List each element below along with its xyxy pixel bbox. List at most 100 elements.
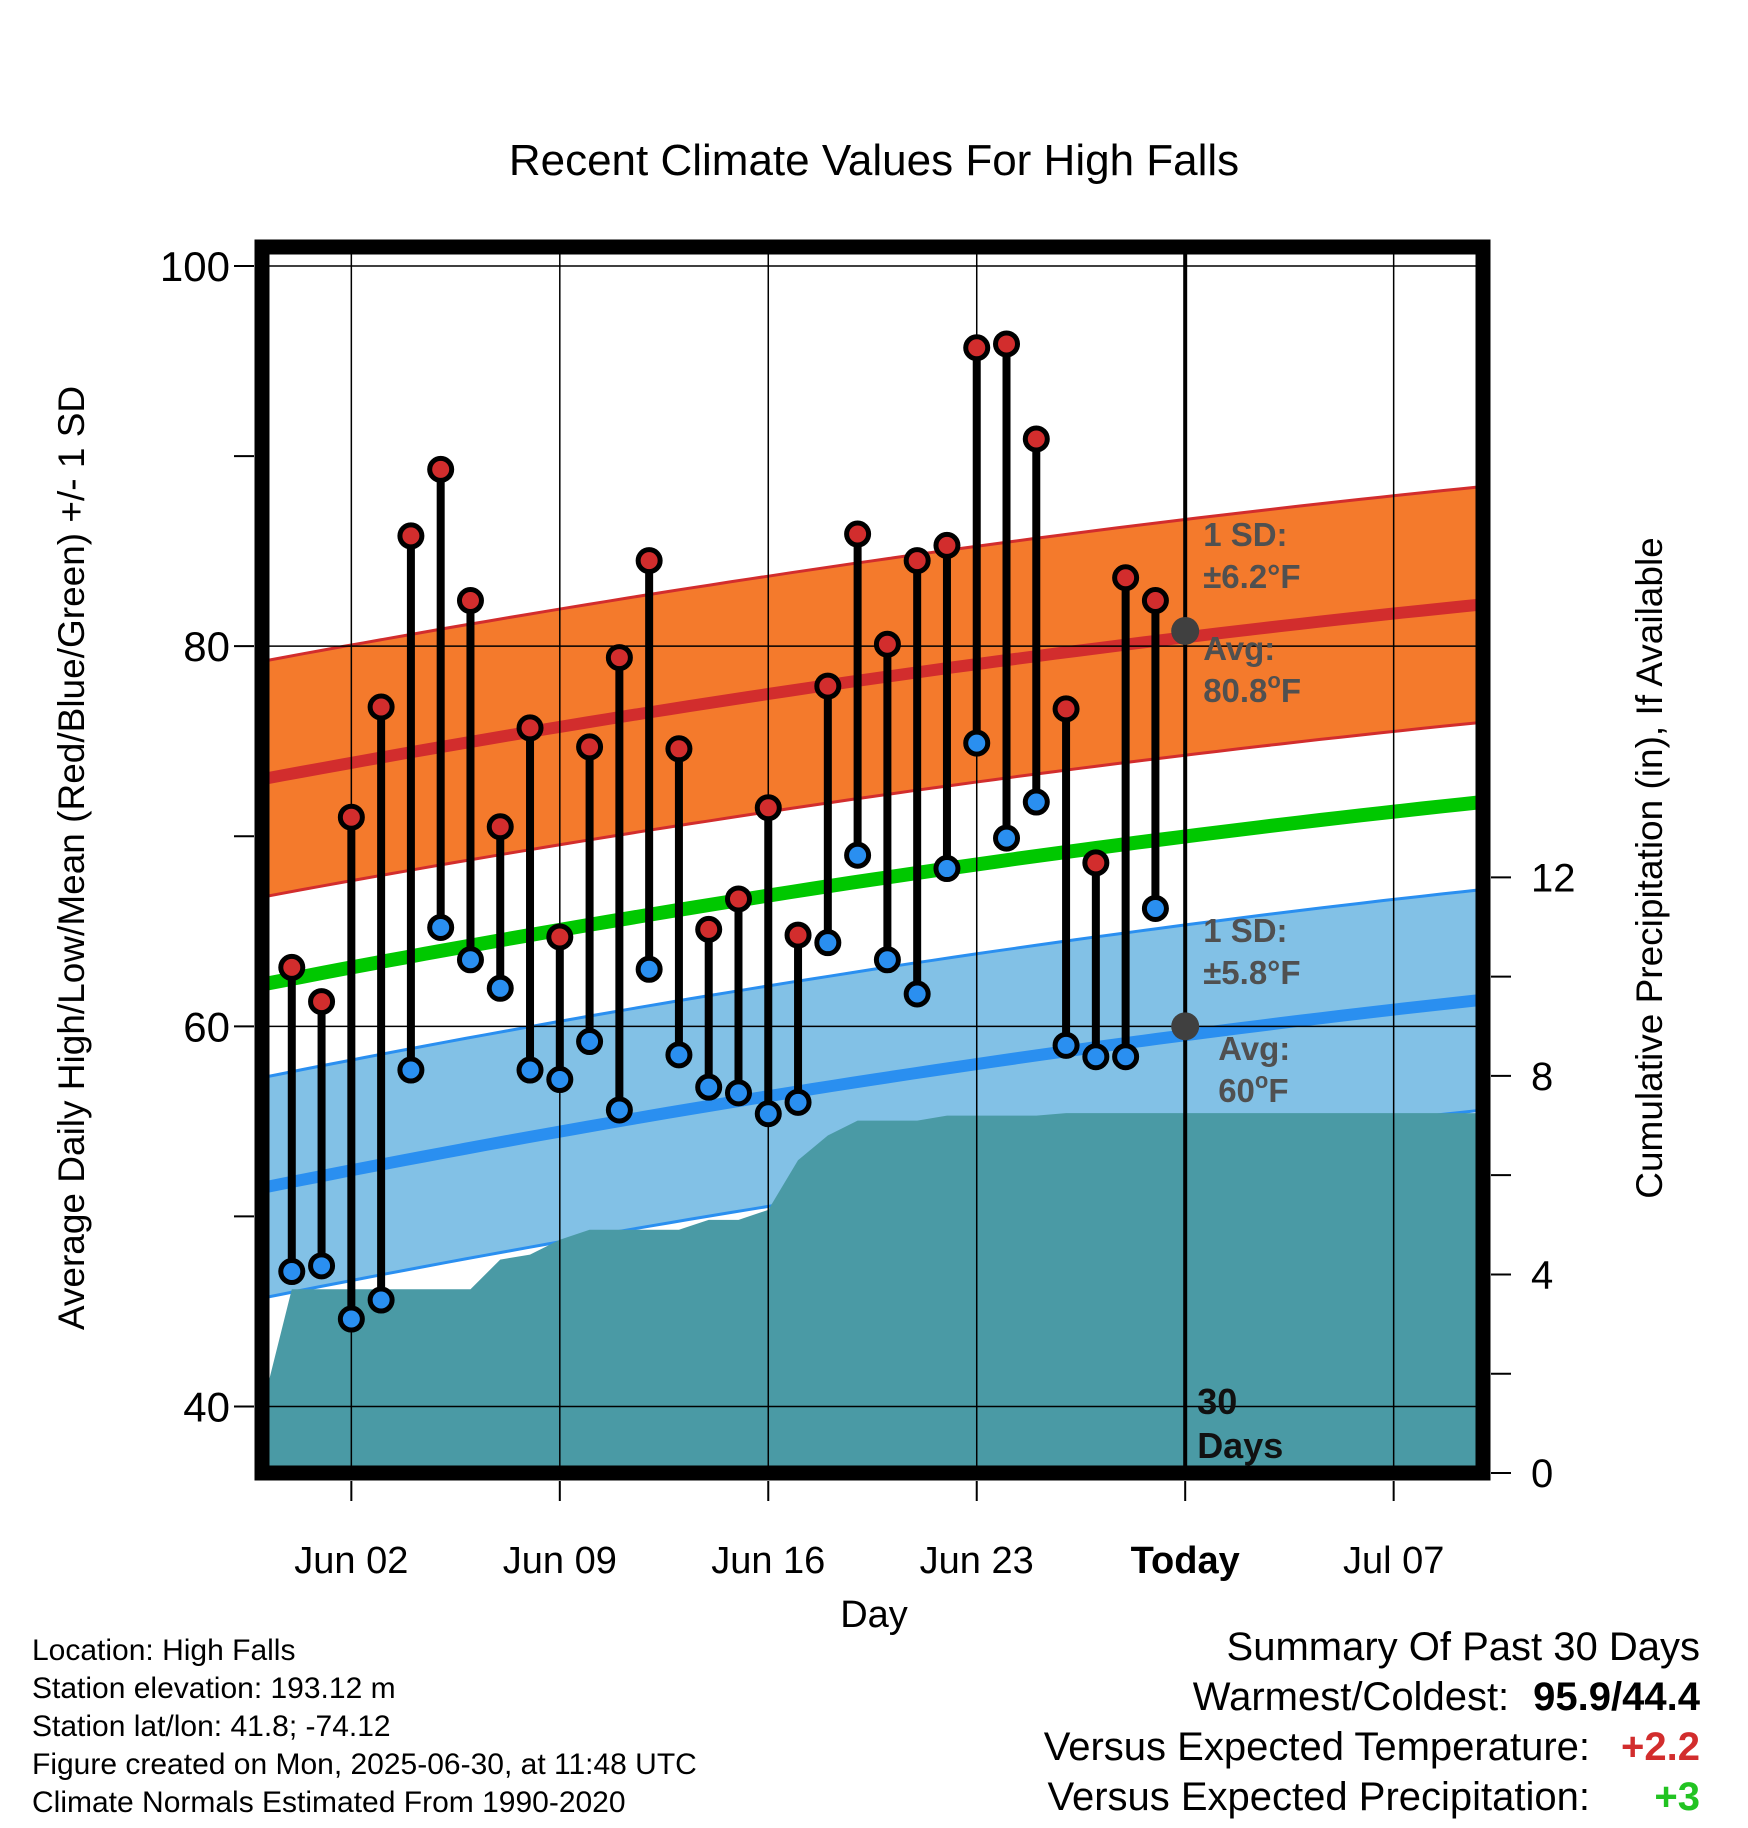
daily-low-point (367, 1286, 395, 1314)
normal-high-band (262, 486, 1483, 898)
elevation-text: Station elevation: 193.12 m (32, 1672, 396, 1705)
daily-low-point (903, 980, 931, 1008)
daily-high-point (278, 953, 306, 981)
daily-high-point (1141, 587, 1169, 615)
daily-low-point (724, 1079, 752, 1107)
x-tick-label: Jun 09 (503, 1540, 617, 1582)
summary-temp-row: Versus Expected Temperature: +2.2 (1044, 1722, 1700, 1772)
normal-low-line (262, 993, 1483, 1194)
daily-high-point (397, 522, 425, 550)
daily-low-point (635, 955, 663, 983)
normal-high-upper-line (262, 485, 1483, 663)
plot-inner (262, 247, 1483, 1473)
days-count-number: 30 (1197, 1381, 1237, 1422)
daily-high-point (993, 330, 1021, 358)
daily-high-point (635, 547, 663, 575)
daily-low-point (308, 1252, 336, 1280)
daily-high-point (308, 988, 336, 1016)
daily-high-point (933, 531, 961, 559)
chart-title: Recent Climate Values For High Falls (509, 136, 1239, 185)
daily-low-point (546, 1066, 574, 1094)
daily-low-point (337, 1305, 365, 1333)
precipitation-area (262, 1113, 1483, 1473)
daily-high-point (427, 455, 455, 483)
daily-low-point (993, 824, 1021, 852)
daily-high-point (665, 735, 693, 763)
normal-low-band (262, 889, 1483, 1299)
daily-low-point (1022, 788, 1050, 816)
daily-low-point (695, 1073, 723, 1101)
daily-low-point (873, 946, 901, 974)
x-tick-label: Jun 23 (920, 1540, 1034, 1582)
summary-precip-row: Versus Expected Precipitation: +3 (1044, 1772, 1700, 1822)
summary-warmest-row: Warmest/Coldest: 95.9/44.4 (1044, 1672, 1700, 1722)
y-tick-label-right: 8 (1531, 1055, 1553, 1099)
warmest-label: Warmest/Coldest: (1192, 1675, 1510, 1719)
y-tick-label-left: 60 (183, 1003, 230, 1050)
y-tick-label-left: 40 (183, 1383, 230, 1430)
daily-high-point (337, 803, 365, 831)
daily-low-point (516, 1056, 544, 1084)
daily-high-point (873, 630, 901, 658)
daily-low-point (576, 1028, 604, 1056)
daily-low-point (665, 1041, 693, 1069)
daily-low-point (963, 729, 991, 757)
plot-frame (254, 239, 1491, 1481)
normal-high-lower-line (262, 720, 1483, 899)
created-text: Figure created on Mon, 2025-06-30, at 11… (32, 1748, 697, 1781)
daily-high-point (1112, 564, 1140, 592)
daily-low-point (486, 974, 514, 1002)
daily-high-point (1082, 849, 1110, 877)
x-tick-label: Jun 02 (294, 1540, 408, 1582)
low-avg-value: 60oF (1218, 1068, 1288, 1109)
today-avg-low-marker (1171, 1012, 1200, 1041)
high-sd-label: 1 SD: (1203, 516, 1287, 553)
days-count-label: Days (1197, 1425, 1283, 1466)
daily-high-point (754, 794, 782, 822)
y-axis-label-left: Average Daily High/Low/Mean (Red/Blue/Gr… (51, 386, 92, 1330)
daily-high-point (546, 923, 574, 951)
high-avg-value: 80.8oF (1203, 668, 1301, 709)
daily-high-point (516, 714, 544, 742)
daily-high-point (814, 672, 842, 700)
precip-label: Versus Expected Precipitation: (1047, 1775, 1590, 1819)
daily-high-point (724, 885, 752, 913)
summary-panel: Summary Of Past 30 Days Warmest/Coldest:… (1044, 1622, 1700, 1822)
daily-low-point (784, 1088, 812, 1116)
warmest-value: 95.9/44.4 (1533, 1675, 1700, 1719)
summary-heading: Summary Of Past 30 Days (1226, 1625, 1700, 1669)
daily-low-point (427, 913, 455, 941)
daily-high-point (784, 921, 812, 949)
temp-value: +2.2 (1621, 1725, 1700, 1769)
daily-high-point (486, 813, 514, 841)
daily-low-point (1082, 1043, 1110, 1071)
x-tick-label: Today (1131, 1540, 1240, 1582)
high-avg-label: Avg: (1203, 630, 1275, 667)
daily-low-point (605, 1096, 633, 1124)
daily-high-point (963, 334, 991, 362)
daily-low-point (844, 841, 872, 869)
normal-low-upper-line (262, 888, 1483, 1080)
daily-high-point (367, 693, 395, 721)
daily-low-point (933, 855, 961, 883)
x-tick-label: Jul 07 (1343, 1540, 1444, 1582)
normals-text: Climate Normals Estimated From 1990-2020 (32, 1786, 626, 1819)
daily-high-point (903, 547, 931, 575)
daily-low-point (456, 946, 484, 974)
daily-low-point (1141, 894, 1169, 922)
y-tick-label-left: 100 (160, 243, 230, 290)
station-info: Location: High Falls Station elevation: … (32, 1632, 697, 1822)
daily-low-point (814, 929, 842, 957)
low-avg-label: Avg: (1218, 1030, 1290, 1067)
high-sd-value: ±6.2°F (1203, 558, 1300, 595)
temp-label: Versus Expected Temperature: (1043, 1725, 1590, 1769)
daily-high-point (456, 587, 484, 615)
daily-high-point (844, 520, 872, 548)
normal-mean-line (262, 795, 1483, 992)
daily-low-point (1052, 1031, 1080, 1059)
y-tick-label-right: 0 (1531, 1452, 1553, 1496)
y-tick-label-right: 12 (1531, 856, 1576, 900)
precip-value: +3 (1654, 1775, 1700, 1819)
daily-low-point (278, 1258, 306, 1286)
